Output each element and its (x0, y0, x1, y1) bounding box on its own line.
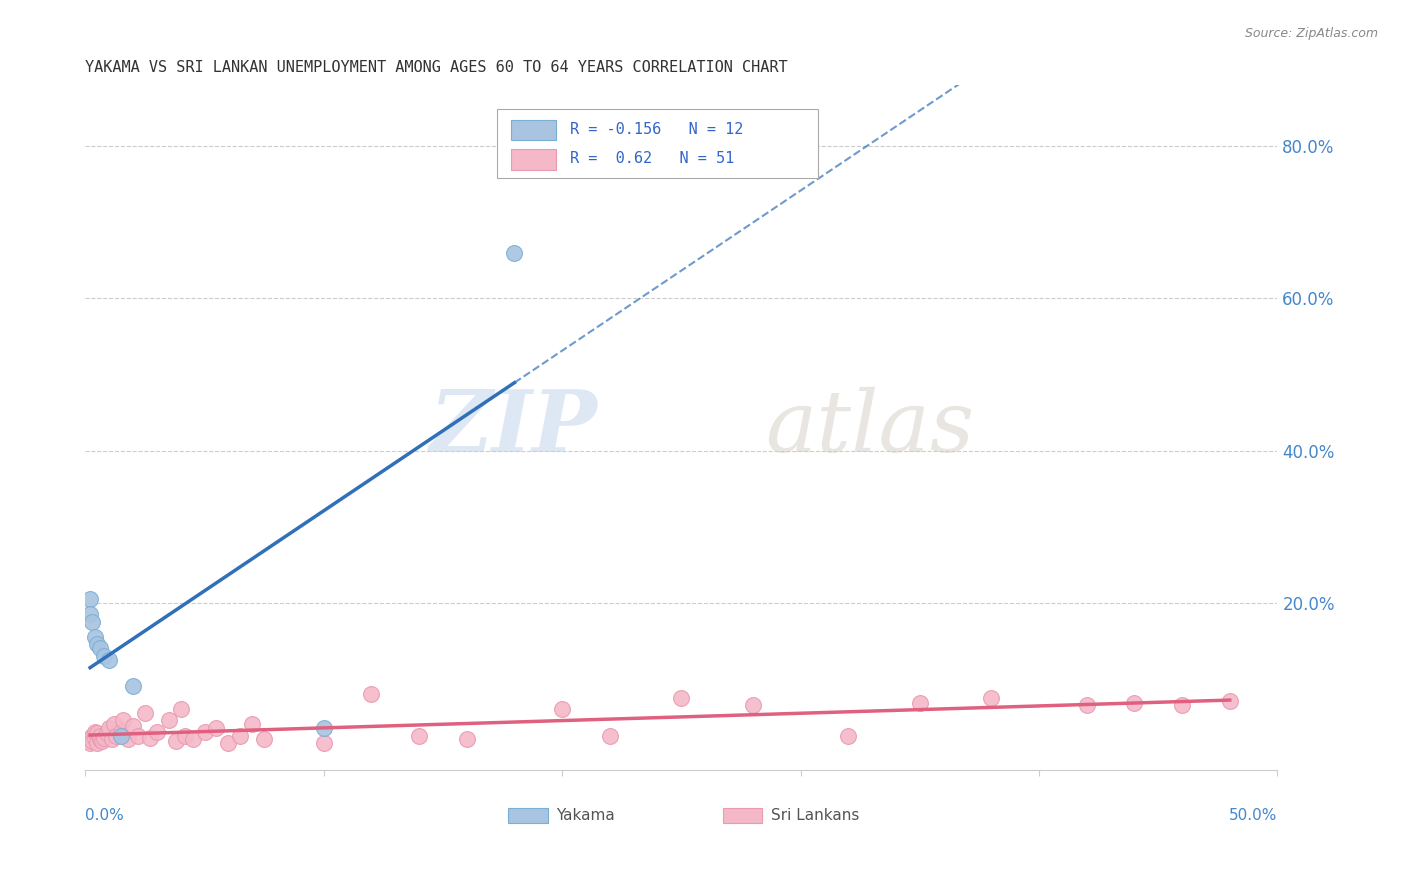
Point (96, 726, 118, 740)
Text: YAKAMA VS SRI LANKAN UNEMPLOYMENT AMONG AGES 60 TO 64 YEARS CORRELATION CHART: YAKAMA VS SRI LANKAN UNEMPLOYMENT AMONG … (86, 60, 787, 75)
Point (1123, 696, 1146, 710)
FancyBboxPatch shape (510, 149, 557, 169)
Point (240, 717, 263, 731)
Point (456, 732, 478, 747)
Point (93, 731, 115, 745)
Point (83, 724, 105, 739)
Point (117, 732, 139, 747)
Point (98, 721, 121, 735)
Point (146, 724, 169, 739)
Point (83, 630, 105, 644)
Point (671, 690, 693, 705)
FancyBboxPatch shape (723, 808, 762, 823)
Point (89, 641, 111, 656)
Point (122, 719, 145, 733)
Point (79, 732, 101, 747)
Point (1171, 698, 1194, 713)
Text: R =  0.62   N = 51: R = 0.62 N = 51 (571, 152, 735, 166)
Point (110, 724, 132, 739)
Point (1076, 698, 1098, 713)
Point (741, 698, 763, 713)
Point (360, 687, 382, 701)
Point (134, 706, 156, 720)
Point (908, 696, 931, 710)
Point (86, 726, 108, 740)
Point (217, 736, 239, 750)
Text: 0.0%: 0.0% (86, 807, 124, 822)
Point (312, 721, 335, 735)
Point (312, 736, 335, 750)
Point (174, 729, 197, 743)
Point (193, 724, 215, 739)
Point (127, 729, 149, 743)
Point (82, 729, 104, 743)
Point (110, 729, 132, 743)
FancyBboxPatch shape (510, 120, 557, 140)
Point (599, 729, 621, 743)
Point (408, 729, 430, 743)
Point (79, 591, 101, 606)
Point (503, 245, 526, 260)
FancyBboxPatch shape (509, 808, 548, 823)
Text: R = -0.156   N = 12: R = -0.156 N = 12 (571, 122, 744, 137)
Text: Source: ZipAtlas.com: Source: ZipAtlas.com (1244, 27, 1378, 40)
Point (122, 679, 145, 693)
Point (1219, 694, 1241, 708)
Point (91, 734, 114, 748)
Text: ZIP: ZIP (430, 386, 598, 469)
Point (205, 721, 228, 735)
Point (253, 732, 276, 747)
Point (157, 714, 180, 728)
Point (105, 729, 128, 743)
Text: Sri Lankans: Sri Lankans (770, 808, 859, 823)
Point (165, 734, 187, 748)
Text: 50.0%: 50.0% (1229, 807, 1278, 822)
Point (100, 732, 122, 747)
FancyBboxPatch shape (496, 110, 818, 178)
Text: Yakama: Yakama (557, 808, 614, 823)
Point (79, 736, 101, 750)
Point (89, 732, 111, 747)
Point (93, 648, 115, 663)
Text: atlas: atlas (765, 386, 974, 469)
Point (98, 653, 121, 667)
Point (181, 732, 204, 747)
Point (229, 729, 252, 743)
Point (112, 714, 135, 728)
Point (837, 729, 859, 743)
Point (82, 615, 104, 629)
Point (86, 736, 108, 750)
Point (83, 731, 105, 745)
Point (79, 607, 101, 621)
Point (86, 637, 108, 651)
Point (169, 702, 191, 716)
Point (103, 717, 125, 731)
Point (82, 734, 104, 748)
Point (551, 702, 574, 716)
Point (89, 729, 111, 743)
Point (980, 690, 1002, 705)
Point (138, 731, 160, 745)
